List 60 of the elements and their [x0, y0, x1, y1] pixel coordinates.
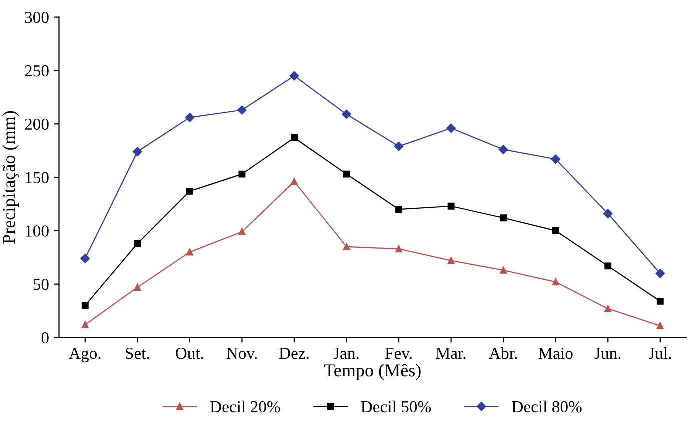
point	[656, 322, 664, 330]
point	[134, 240, 142, 248]
point	[604, 209, 613, 218]
y-tick-label: 300	[25, 12, 49, 24]
x-tick-label: Ago.	[69, 348, 101, 363]
point	[80, 254, 90, 264]
point	[238, 170, 246, 178]
point	[82, 321, 89, 328]
point	[394, 142, 404, 152]
x-tick-label: Nov.	[226, 348, 257, 360]
y-tick-label: 0	[42, 332, 49, 344]
x-tick-label: Mar.	[436, 348, 466, 360]
point	[291, 178, 298, 186]
point	[343, 170, 350, 178]
point	[500, 266, 508, 274]
point	[186, 248, 194, 256]
point	[551, 154, 560, 164]
point	[396, 206, 403, 214]
y-tick-label: 200	[25, 118, 49, 130]
y-axis-title: Precipitação (mm)	[2, 111, 19, 244]
point	[133, 147, 142, 157]
x-axis-title: Tempo (Mês)	[324, 364, 421, 380]
x-tick-label: Jun.	[594, 348, 621, 360]
point	[290, 71, 300, 81]
point	[604, 305, 612, 312]
legend-label: Decil 20%	[210, 400, 280, 413]
x-tick-label: Out.	[176, 348, 204, 360]
legend-label: Decil 50%	[361, 400, 432, 413]
point	[342, 110, 352, 120]
x-tick-label: Set.	[126, 348, 150, 360]
point	[448, 257, 455, 264]
y-tick-label: 250	[25, 65, 49, 77]
point	[185, 113, 195, 122]
y-tick-label: 100	[26, 226, 49, 237]
point	[552, 227, 560, 234]
point	[604, 262, 612, 270]
point	[238, 106, 247, 115]
point	[82, 302, 89, 310]
point	[448, 202, 455, 210]
legend-label: Decil 80%	[512, 400, 582, 413]
point	[238, 228, 246, 236]
x-tick-label: Abr.	[489, 347, 518, 360]
x-tick-label: Jan.	[334, 348, 359, 360]
x-tick-label: Fev.	[385, 348, 412, 360]
y-tick-label: 150	[26, 172, 49, 184]
point	[343, 243, 350, 250]
x-tick-label: Maio	[538, 348, 573, 360]
y-tick-label: 50	[34, 279, 49, 290]
point	[291, 134, 298, 142]
point	[186, 188, 194, 195]
point	[656, 298, 664, 305]
point	[500, 214, 508, 222]
point	[134, 284, 142, 292]
point	[396, 246, 403, 253]
point	[552, 278, 560, 286]
x-tick-label: Jul.	[648, 347, 672, 360]
point	[498, 145, 508, 154]
point	[446, 124, 456, 134]
point	[656, 269, 666, 278]
x-tick-label: Dez.	[279, 348, 309, 360]
